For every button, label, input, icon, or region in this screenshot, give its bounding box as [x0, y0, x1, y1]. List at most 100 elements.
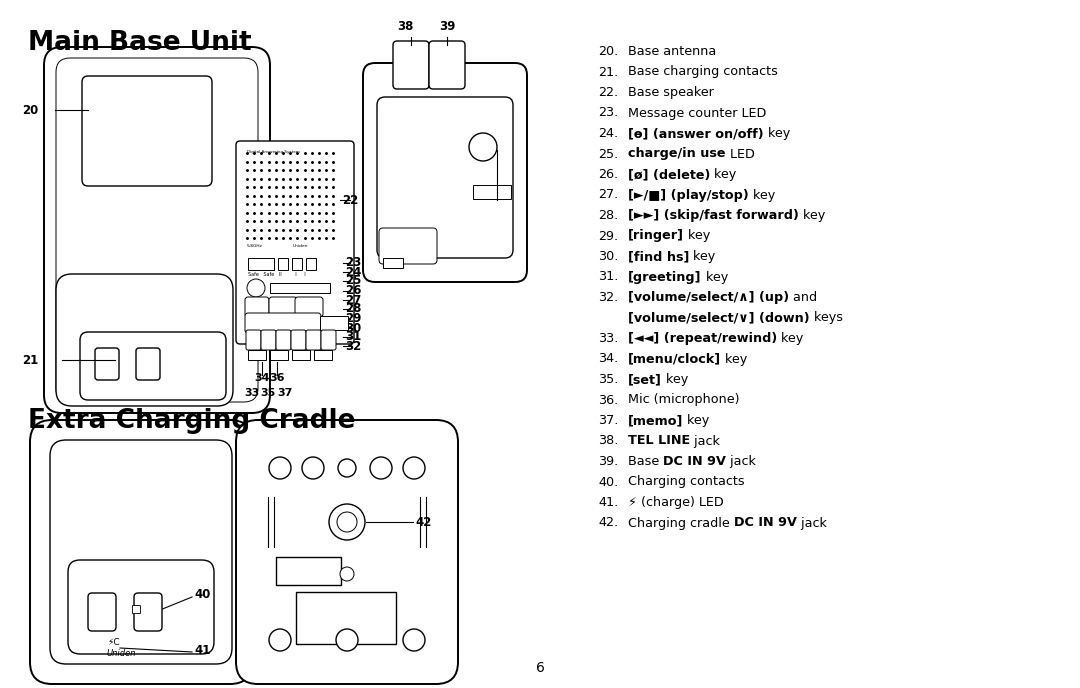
Text: 21.: 21. [598, 65, 618, 78]
FancyBboxPatch shape [68, 560, 214, 654]
Text: [ɵ] (answer on/off): [ɵ] (answer on/off) [627, 127, 764, 140]
Text: 21: 21 [22, 354, 38, 367]
Text: [set]: [set] [627, 373, 662, 386]
Text: ⚡C: ⚡C [107, 638, 120, 647]
Text: 40: 40 [194, 588, 211, 601]
Text: 30: 30 [345, 321, 361, 334]
Text: 37: 37 [278, 388, 293, 398]
FancyBboxPatch shape [237, 141, 354, 344]
Text: key: key [764, 127, 789, 140]
FancyBboxPatch shape [245, 297, 269, 317]
Text: key: key [702, 270, 728, 283]
Text: 36: 36 [269, 373, 285, 383]
FancyBboxPatch shape [306, 330, 321, 350]
FancyBboxPatch shape [291, 330, 306, 350]
Bar [473, 185, 511, 199]
Text: 40.: 40. [598, 475, 618, 488]
Text: 29: 29 [345, 312, 362, 325]
Text: 28.: 28. [598, 209, 618, 222]
Text: key: key [799, 209, 825, 222]
Text: 24.: 24. [598, 127, 618, 140]
Text: Base: Base [627, 455, 663, 468]
Text: key: key [748, 189, 775, 202]
Text: Mic (microphone): Mic (microphone) [627, 394, 740, 407]
Bar [278, 258, 288, 270]
Text: ⚡ (charge) LED: ⚡ (charge) LED [627, 496, 724, 509]
Bar [320, 316, 348, 330]
Text: 24: 24 [345, 266, 362, 279]
Text: Charging cradle: Charging cradle [627, 517, 733, 530]
Text: and: and [789, 291, 818, 304]
Text: 42: 42 [415, 515, 431, 528]
FancyBboxPatch shape [82, 76, 212, 186]
Text: [find hs]: [find hs] [627, 250, 689, 263]
Text: 31: 31 [345, 330, 361, 343]
Bar [314, 350, 332, 360]
FancyBboxPatch shape [134, 593, 162, 631]
Text: Base speaker: Base speaker [627, 86, 714, 99]
Text: 22.: 22. [598, 86, 618, 99]
Circle shape [302, 457, 324, 479]
Text: 5.8GHz: 5.8GHz [247, 244, 262, 248]
Circle shape [337, 512, 357, 532]
FancyBboxPatch shape [56, 58, 258, 402]
FancyBboxPatch shape [245, 313, 321, 333]
Text: 26: 26 [345, 285, 362, 297]
Text: jack: jack [726, 455, 756, 468]
FancyBboxPatch shape [80, 332, 226, 400]
Text: Base antenna: Base antenna [627, 45, 716, 58]
Circle shape [370, 457, 392, 479]
Text: [►►] (skip/fast forward): [►►] (skip/fast forward) [627, 209, 799, 222]
Text: Digital Answering System: Digital Answering System [247, 150, 300, 154]
FancyBboxPatch shape [56, 274, 233, 406]
FancyBboxPatch shape [50, 440, 232, 664]
Text: [volume/select/∧] (up): [volume/select/∧] (up) [627, 291, 789, 304]
Text: 20: 20 [22, 103, 38, 116]
Circle shape [403, 629, 426, 651]
Text: 34.: 34. [598, 352, 618, 365]
Bar [306, 258, 316, 270]
Text: 38: 38 [396, 20, 414, 33]
Text: key: key [662, 373, 688, 386]
Text: jack: jack [690, 435, 720, 447]
Text: 23.: 23. [598, 107, 618, 120]
Text: 42.: 42. [598, 517, 618, 530]
FancyBboxPatch shape [321, 330, 336, 350]
FancyBboxPatch shape [95, 348, 119, 380]
Text: [memo]: [memo] [627, 414, 684, 427]
FancyBboxPatch shape [393, 41, 429, 89]
Circle shape [338, 459, 356, 477]
Text: [menu/clock]: [menu/clock] [627, 352, 721, 365]
Text: 35.: 35. [598, 373, 619, 386]
Circle shape [340, 567, 354, 581]
Text: Base charging contacts: Base charging contacts [627, 65, 778, 78]
Bar [292, 258, 302, 270]
Bar [276, 557, 341, 585]
Text: Safe   Safe   II         I     I: Safe Safe II I I [248, 272, 306, 277]
Text: 31.: 31. [598, 270, 619, 283]
FancyBboxPatch shape [30, 420, 252, 684]
Text: charge/in use: charge/in use [627, 147, 726, 160]
Text: 39.: 39. [598, 455, 618, 468]
Text: 39: 39 [438, 20, 455, 33]
FancyBboxPatch shape [237, 420, 458, 684]
Text: [ø] (delete): [ø] (delete) [627, 168, 711, 181]
Text: 25: 25 [345, 275, 362, 288]
Bar [292, 350, 310, 360]
Bar [383, 258, 403, 268]
Circle shape [269, 457, 291, 479]
Text: key: key [684, 414, 710, 427]
Text: [greeting]: [greeting] [627, 270, 702, 283]
Text: 32.: 32. [598, 291, 618, 304]
Text: [◄◄] (repeat/rewind): [◄◄] (repeat/rewind) [627, 332, 778, 345]
Text: 23: 23 [345, 257, 361, 270]
FancyBboxPatch shape [136, 348, 160, 380]
Text: 29.: 29. [598, 230, 618, 242]
Circle shape [403, 457, 426, 479]
Bar [132, 605, 140, 613]
Text: 22: 22 [342, 193, 359, 206]
Bar [270, 283, 330, 293]
Text: 38.: 38. [598, 435, 619, 447]
Text: key: key [711, 168, 737, 181]
Text: 26.: 26. [598, 168, 618, 181]
